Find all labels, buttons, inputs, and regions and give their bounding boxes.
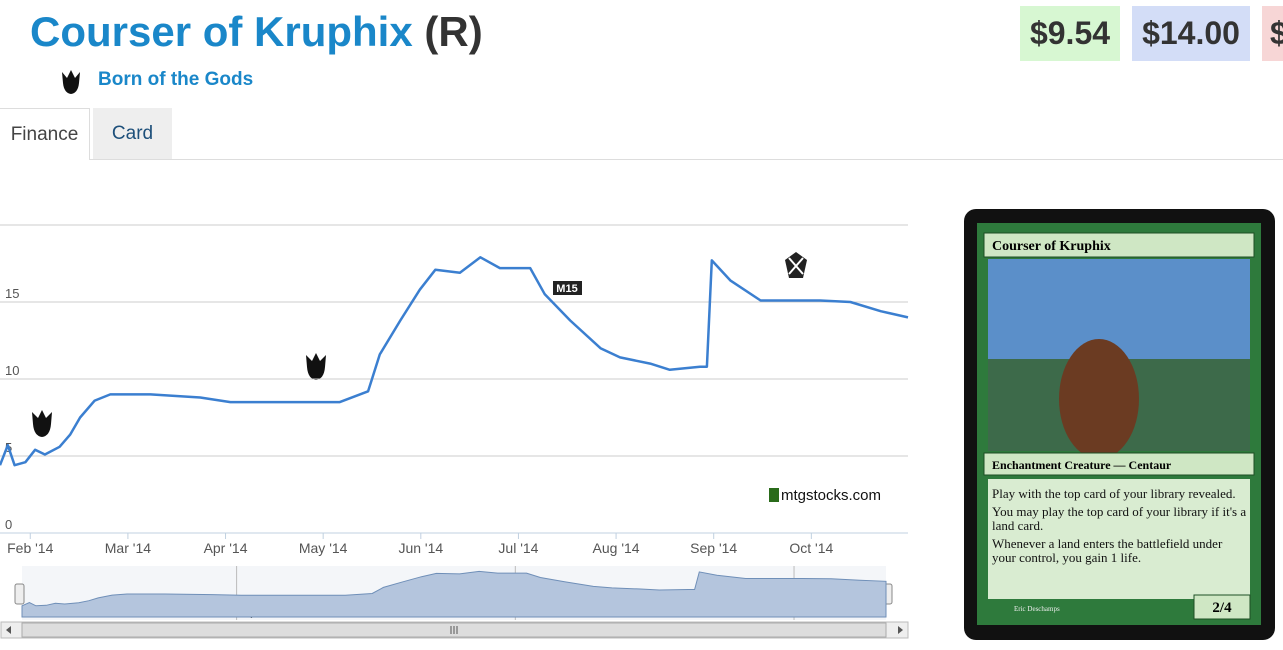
x-tick-label: Aug '14 <box>593 540 640 556</box>
y-tick-label: 10 <box>5 363 19 378</box>
tab-finance[interactable]: Finance <box>0 108 90 160</box>
card-type: Enchantment Creature — Centaur <box>992 458 1172 472</box>
x-tick-label: May '14 <box>299 540 348 556</box>
scroll-grip <box>450 626 458 634</box>
artist: Eric Deschamps <box>1014 605 1060 613</box>
tab-card[interactable]: Card <box>93 108 172 159</box>
title-text: Courser of Kruphix <box>30 8 413 55</box>
tab-divider <box>0 159 1283 160</box>
set-marker <box>32 410 52 437</box>
set-marker <box>785 252 807 278</box>
x-tick-label: Sep '14 <box>690 540 737 556</box>
rule: You may play the top card of your librar… <box>992 504 1247 533</box>
x-tick-label: Jul '14 <box>498 540 538 556</box>
x-tick-label: Apr '14 <box>204 540 248 556</box>
card-rules: Play with the top card of your library r… <box>992 487 1247 565</box>
x-tick-label: Oct '14 <box>789 540 833 556</box>
price-low: $9.54 <box>1020 6 1120 61</box>
rarity: (R) <box>424 8 483 55</box>
card-title: Courser of Kruphix (R) <box>30 8 483 56</box>
x-tick-label: Mar '14 <box>105 540 151 556</box>
price-line <box>0 256 909 467</box>
watermark-logo <box>769 488 779 502</box>
m15-label: M15 <box>556 283 577 295</box>
navigator-handle[interactable] <box>14 583 25 605</box>
navigator-area <box>21 570 887 618</box>
set-link[interactable]: Born of the Gods <box>98 69 254 90</box>
price-high: $ <box>1262 6 1283 61</box>
x-tick-label: Feb '14 <box>7 540 53 556</box>
power-toughness: 2/4 <box>1212 600 1232 616</box>
rule: Whenever a land enters the battlefield u… <box>992 536 1223 565</box>
set-marker <box>306 353 326 380</box>
set-icon <box>62 70 80 94</box>
y-tick-label: 0 <box>5 517 12 532</box>
price-avg: $14.00 <box>1132 6 1250 61</box>
card-name: Courser of Kruphix <box>992 239 1111 254</box>
y-tick-label: 15 <box>5 286 19 301</box>
watermark: mtgstocks.com <box>781 487 881 504</box>
rule: Play with the top card of your library r… <box>992 487 1236 501</box>
x-tick-label: Jun '14 <box>398 540 443 556</box>
card-image: Courser of Kruphix Enchantment Creature … <box>964 209 1275 640</box>
m15-marker <box>553 281 582 295</box>
